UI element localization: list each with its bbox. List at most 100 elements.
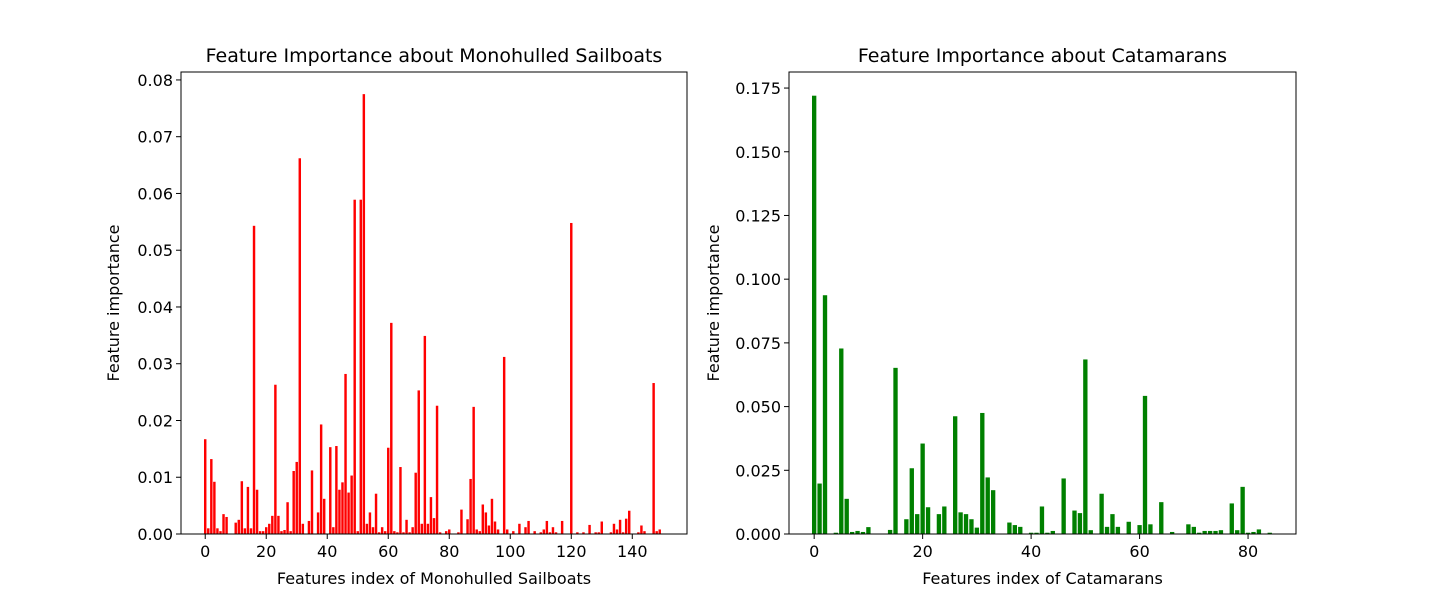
bar	[1229, 503, 1234, 534]
bar	[475, 529, 478, 534]
bar	[1213, 530, 1218, 534]
bar	[402, 532, 405, 534]
bar	[252, 225, 256, 535]
bar	[359, 199, 363, 534]
bar	[338, 489, 341, 534]
bar	[1186, 524, 1191, 534]
bar	[1256, 529, 1262, 534]
bar	[527, 520, 530, 534]
y-tick-label: 0.07	[137, 128, 173, 147]
bar	[365, 523, 369, 534]
bar	[353, 199, 356, 534]
x-tick-label: 0	[200, 542, 210, 561]
bar	[207, 528, 210, 534]
x-tick-label: 20	[912, 542, 932, 561]
bar	[219, 531, 222, 534]
bar	[942, 506, 947, 534]
bar	[322, 498, 326, 534]
bar	[554, 532, 558, 534]
bar	[478, 531, 481, 534]
bar	[969, 519, 974, 534]
bar	[1077, 513, 1083, 534]
bar	[652, 383, 655, 534]
bar	[1083, 359, 1088, 534]
bar	[286, 502, 289, 534]
bar	[915, 514, 920, 534]
bar	[271, 515, 274, 534]
bar	[283, 530, 286, 534]
bar	[341, 482, 344, 534]
bar	[512, 531, 515, 534]
bar	[268, 523, 271, 534]
bar	[1169, 531, 1175, 534]
bar	[493, 521, 497, 534]
bar	[362, 94, 366, 534]
bar	[280, 531, 283, 534]
bar	[472, 406, 475, 534]
x-axis-label: Features index of Monohulled Sailboats	[277, 569, 591, 588]
bar	[570, 222, 573, 535]
bar	[435, 405, 439, 534]
bar	[1191, 526, 1196, 534]
chart-title: Feature Importance about Monohulled Sail…	[206, 45, 663, 67]
bar	[374, 493, 378, 534]
bar	[310, 470, 314, 534]
y-tick-label: 0.000	[735, 525, 781, 544]
bar	[1072, 510, 1077, 534]
bar	[1137, 525, 1142, 534]
bar	[423, 335, 427, 534]
bar	[811, 95, 817, 534]
bar	[356, 531, 359, 534]
bar	[246, 486, 250, 534]
y-tick-label: 0.125	[735, 206, 781, 225]
bar	[588, 524, 591, 534]
y-tick-label: 0.08	[137, 71, 173, 90]
bar	[335, 446, 338, 534]
bar	[225, 516, 228, 534]
bar	[1088, 530, 1093, 534]
bar	[958, 512, 963, 534]
bar	[396, 532, 399, 534]
y-tick-label: 0.02	[137, 411, 173, 430]
bar	[261, 531, 265, 534]
bar	[953, 416, 958, 534]
bar	[1045, 532, 1050, 534]
bar	[289, 531, 292, 534]
y-axis-label: Feature importance	[704, 225, 723, 382]
bar	[466, 519, 469, 534]
bar	[545, 520, 549, 534]
bar	[496, 529, 500, 534]
bar	[484, 512, 488, 534]
bar	[1202, 530, 1207, 534]
bar	[1126, 521, 1131, 534]
bar	[628, 510, 631, 534]
bar	[1251, 531, 1256, 534]
bar	[417, 390, 420, 534]
y-tick-label: 0.01	[137, 468, 173, 487]
bar	[855, 530, 860, 534]
bar	[618, 519, 622, 534]
bar	[332, 527, 335, 534]
bar	[274, 384, 277, 534]
axes-frame	[180, 71, 688, 535]
bar	[295, 461, 298, 534]
x-tick-label: 60	[378, 542, 398, 561]
bar	[594, 532, 597, 534]
bar	[1159, 502, 1164, 534]
bar	[600, 521, 603, 534]
bar	[640, 525, 643, 534]
bar	[204, 439, 207, 534]
bar	[985, 477, 990, 534]
x-tick-label: 0	[809, 542, 819, 561]
bar	[612, 523, 616, 534]
bar	[822, 295, 828, 534]
x-tick-label: 120	[556, 542, 587, 561]
bar	[301, 523, 305, 534]
bar	[920, 443, 925, 534]
bar	[909, 468, 914, 534]
bar	[438, 532, 442, 534]
bar	[469, 478, 472, 534]
bar	[539, 532, 542, 534]
bar	[1218, 530, 1224, 534]
